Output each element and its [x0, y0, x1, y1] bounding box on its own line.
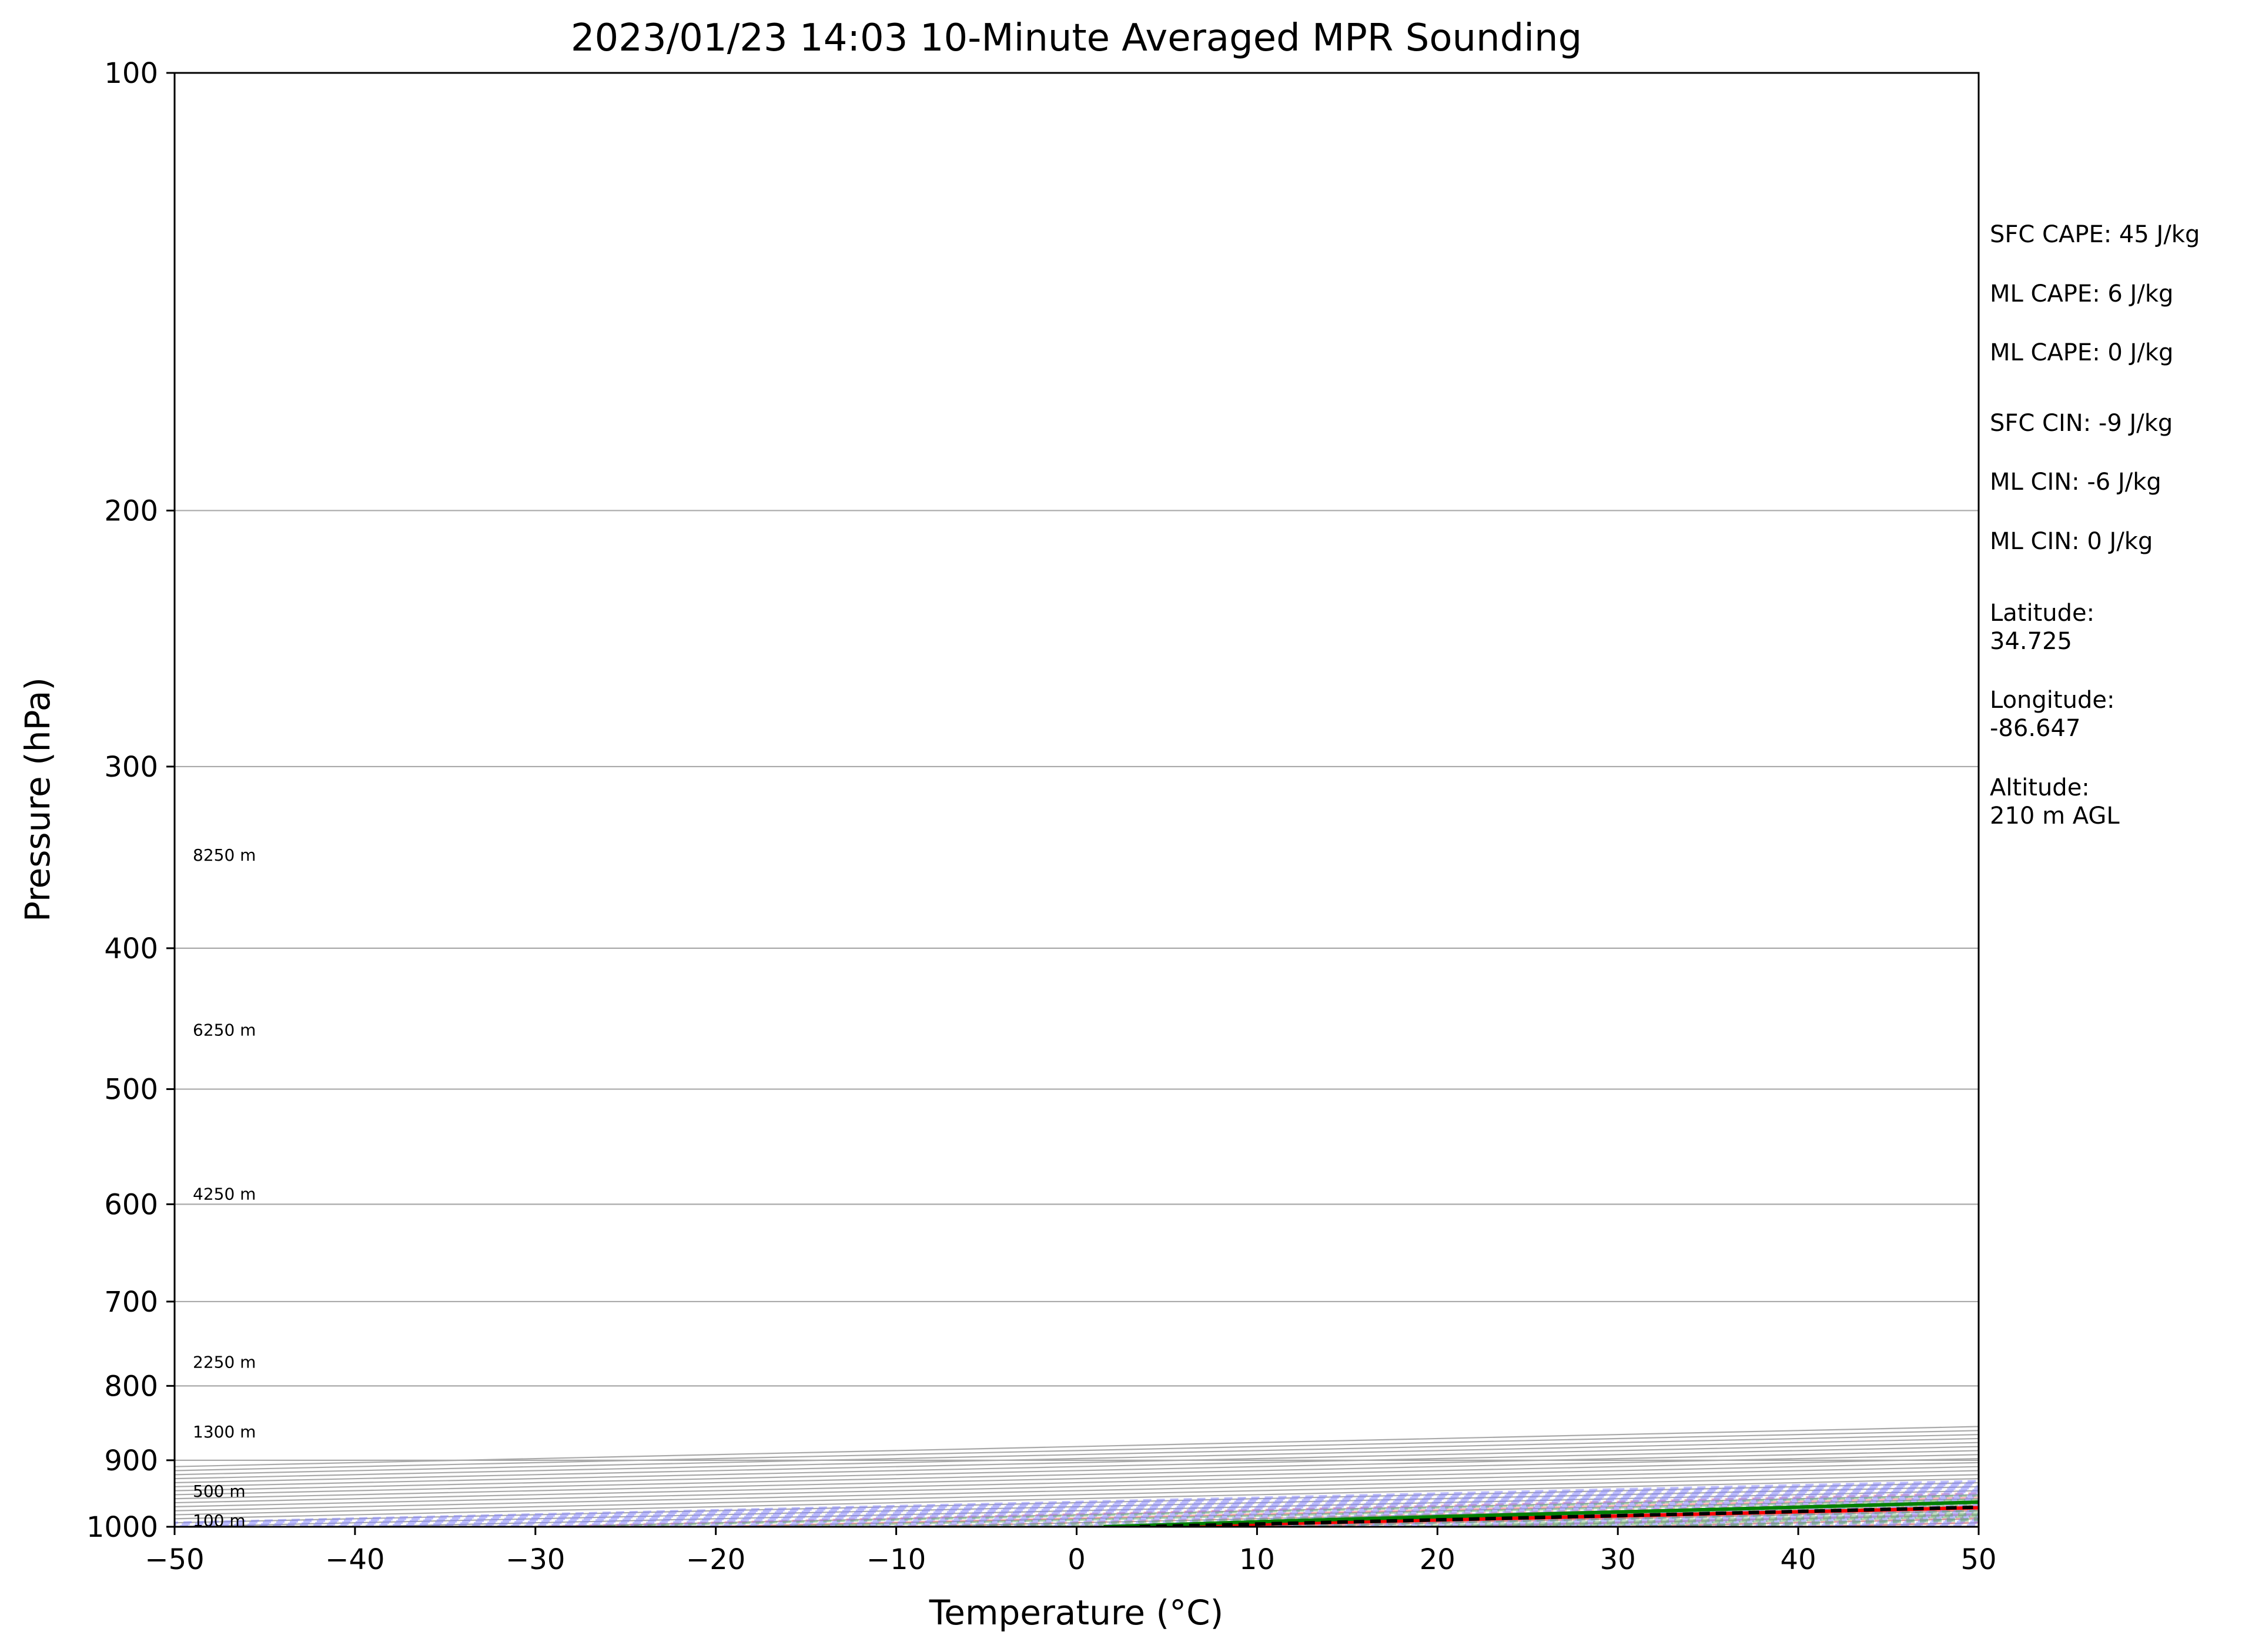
x-tick-label: 20 — [1420, 1543, 1455, 1576]
info-line: SFC CIN: -9 J/kg — [1990, 410, 2173, 437]
y-tick-label: 100 — [104, 57, 158, 90]
info-line: 34.725 — [1990, 628, 2072, 655]
x-tick-label: −10 — [866, 1543, 926, 1576]
axis-ticks: −50 −40 −30 −20 −10 0 10 20 30 40 50 100 200 300 400 50… — [86, 57, 1997, 1576]
height-label: 4250 m — [193, 1184, 256, 1203]
isobar-gridlines — [175, 510, 1979, 1461]
x-tick-label: −20 — [686, 1543, 745, 1576]
info-line: Latitude: — [1990, 600, 2094, 627]
height-label: 1300 m — [193, 1422, 256, 1442]
y-tick-label: 500 — [104, 1074, 158, 1106]
height-label: 100 m — [193, 1511, 246, 1530]
info-line: SFC CAPE: 45 J/kg — [1990, 221, 2200, 248]
y-tick-label: 800 — [104, 1370, 158, 1403]
height-label: 6250 m — [193, 1020, 256, 1039]
info-line: -86.647 — [1990, 715, 2080, 742]
x-tick-label: −50 — [145, 1543, 204, 1576]
height-label: 500 m — [193, 1482, 246, 1501]
x-tick-label: 30 — [1600, 1543, 1636, 1576]
info-line: Longitude: — [1990, 687, 2114, 714]
x-tick-label: 10 — [1239, 1543, 1275, 1576]
height-labels: 100 m 500 m 1300 m 2250 m 4250 m 6250 m 8250 m — [193, 845, 256, 1530]
y-tick-label: 300 — [104, 751, 158, 784]
y-tick-label: 1000 — [86, 1511, 158, 1544]
x-tick-label: 40 — [1781, 1543, 1816, 1576]
y-tick-label: 400 — [104, 932, 158, 965]
info-line: ML CAPE: 0 J/kg — [1990, 339, 2173, 366]
x-tick-label: −30 — [506, 1543, 565, 1576]
info-line: 210 m AGL — [1990, 802, 2120, 830]
info-line: ML CIN: 0 J/kg — [1990, 528, 2153, 555]
x-tick-label: 50 — [1960, 1543, 1996, 1576]
x-tick-label: 0 — [1068, 1543, 1086, 1576]
chart-title: 2023/01/23 14:03 10-Minute Averaged MPR … — [571, 16, 1582, 60]
sounding-parameters-panel: SFC CAPE: 45 J/kg ML CAPE: 6 J/kg ML CAPE:… — [1990, 221, 2200, 830]
info-line: Altitude: — [1990, 774, 2090, 801]
y-tick-label: 700 — [104, 1286, 158, 1319]
y-tick-label: 900 — [104, 1444, 158, 1477]
info-line: ML CIN: -6 J/kg — [1990, 469, 2161, 496]
x-axis-label: Temperature (°C) — [929, 1593, 1224, 1633]
y-axis-label: Pressure (hPa) — [18, 677, 58, 922]
info-line: ML CAPE: 6 J/kg — [1990, 280, 2173, 307]
height-label: 8250 m — [193, 845, 256, 865]
x-tick-label: −40 — [325, 1543, 384, 1576]
y-tick-label: 600 — [104, 1188, 158, 1221]
y-tick-label: 200 — [104, 494, 158, 527]
height-label: 2250 m — [193, 1352, 256, 1372]
